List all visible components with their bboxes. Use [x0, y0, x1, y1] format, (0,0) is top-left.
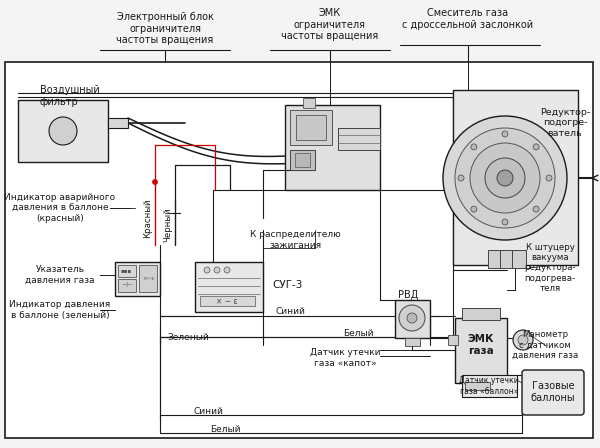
Bar: [512, 250, 526, 268]
Text: Синий: Синий: [275, 307, 305, 316]
Bar: [488, 250, 502, 268]
Text: Газовые
баллоны: Газовые баллоны: [530, 381, 575, 403]
Bar: [296, 115, 326, 140]
Text: К распределителю
зажигания: К распределителю зажигания: [250, 230, 340, 250]
Bar: [200, 296, 255, 306]
Bar: [18, 100, 108, 162]
Text: Смеситель газа
с дроссельной заслонкой: Смеситель газа с дроссельной заслонкой: [403, 8, 533, 30]
Text: СУГ-3: СУГ-3: [272, 280, 302, 290]
Circle shape: [214, 267, 220, 273]
Bar: [295, 153, 310, 167]
Bar: [453, 90, 578, 265]
Circle shape: [407, 313, 417, 323]
Text: Индикатор аварийного
давления в баллоне
(красный): Индикатор аварийного давления в баллоне …: [4, 193, 116, 223]
Circle shape: [458, 175, 464, 181]
Text: Белый: Белый: [210, 426, 240, 435]
Circle shape: [49, 117, 77, 145]
Bar: [195, 262, 263, 312]
Circle shape: [224, 267, 230, 273]
Circle shape: [485, 158, 525, 198]
Bar: [5, 62, 593, 438]
Circle shape: [471, 144, 477, 150]
Bar: [462, 308, 500, 320]
Text: × ∽ ε: × ∽ ε: [216, 297, 238, 306]
Bar: [455, 318, 507, 383]
Text: Зеленый: Зеленый: [167, 332, 209, 341]
Circle shape: [546, 175, 552, 181]
Circle shape: [470, 143, 540, 213]
Bar: [139, 265, 157, 292]
Text: ЭМК
газа: ЭМК газа: [468, 334, 494, 356]
Text: Белый: Белый: [343, 328, 373, 337]
Circle shape: [443, 116, 567, 240]
Bar: [448, 335, 458, 345]
Text: Указатель
давления газа: Указатель давления газа: [25, 265, 95, 284]
Text: Воздушный
фильтр: Воздушный фильтр: [40, 85, 100, 107]
Circle shape: [455, 128, 555, 228]
Circle shape: [204, 267, 210, 273]
Text: Красный: Красный: [143, 198, 152, 238]
Bar: [465, 382, 490, 390]
Text: ЭМК
ограничителя
частоты вращения: ЭМК ограничителя частоты вращения: [281, 8, 379, 41]
Text: Индикатор давления
в баллоне (зеленый): Индикатор давления в баллоне (зеленый): [10, 300, 110, 320]
Bar: [108, 118, 128, 128]
Circle shape: [502, 131, 508, 137]
Text: Датчик утечки
газа «капот»: Датчик утечки газа «капот»: [310, 348, 380, 368]
Circle shape: [533, 206, 539, 212]
Bar: [285, 105, 380, 190]
Bar: [115, 262, 160, 296]
Bar: [338, 128, 380, 150]
Text: Датчик утечки
газа «баллон»: Датчик утечки газа «баллон»: [459, 376, 519, 396]
Bar: [303, 98, 315, 108]
Bar: [290, 110, 332, 145]
Text: Черный: Черный: [163, 207, 173, 242]
Circle shape: [518, 335, 528, 345]
Bar: [118, 279, 136, 292]
Bar: [462, 375, 517, 397]
Text: Синий: Синий: [193, 408, 223, 417]
Text: Редуктор-
подогре-
ватель: Редуктор- подогре- ватель: [540, 108, 590, 138]
Circle shape: [513, 330, 533, 350]
Text: К штуцеру
вакуума
редуктора-
подогрева-
теля: К штуцеру вакуума редуктора- подогрева- …: [524, 243, 576, 293]
Circle shape: [399, 305, 425, 331]
Text: Манометр
с датчиком
давления газа: Манометр с датчиком давления газа: [512, 330, 578, 360]
FancyBboxPatch shape: [522, 370, 584, 415]
Bar: [118, 265, 136, 277]
Circle shape: [502, 219, 508, 225]
Text: ×∽ε: ×∽ε: [142, 276, 154, 280]
Circle shape: [471, 206, 477, 212]
Circle shape: [497, 170, 513, 186]
Text: ~⊢: ~⊢: [121, 282, 133, 288]
Bar: [405, 338, 420, 346]
Text: РВД: РВД: [398, 290, 418, 300]
Bar: [290, 150, 315, 170]
Text: Электронный блок
ограничителя
частоты вращения: Электронный блок ограничителя частоты вр…: [116, 12, 214, 45]
Text: ▪▪▪: ▪▪▪: [121, 268, 131, 273]
Bar: [500, 250, 514, 268]
Bar: [395, 300, 430, 338]
Circle shape: [533, 144, 539, 150]
Circle shape: [152, 180, 157, 185]
